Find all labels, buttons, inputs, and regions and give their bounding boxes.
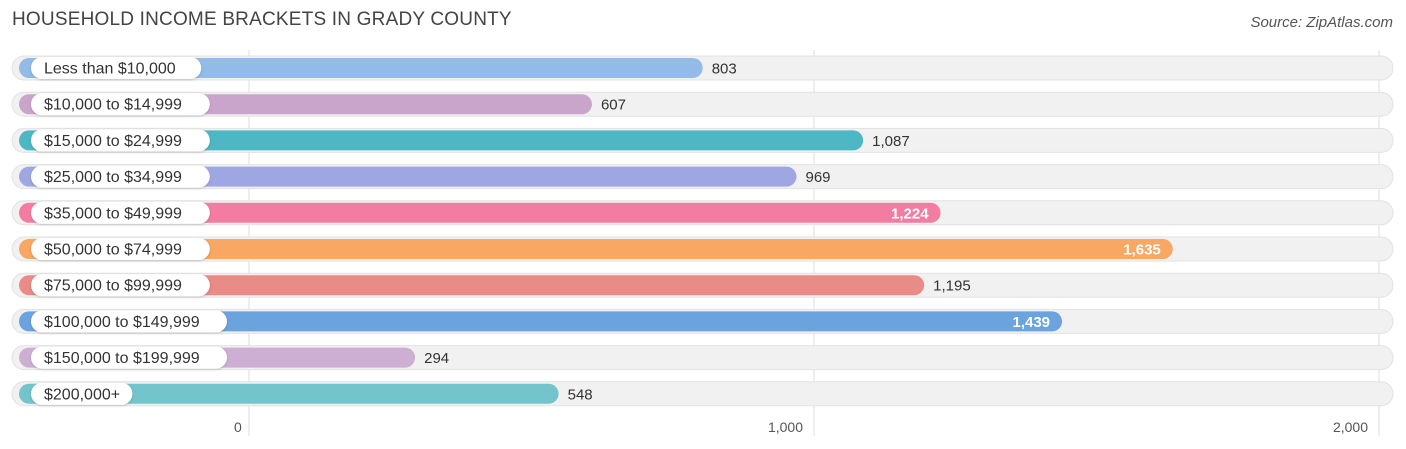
x-tick-label: 1,000 [768,419,803,435]
value-label: 548 [568,386,593,403]
category-pill [31,346,227,369]
category-pill [31,57,202,79]
bar-row: $35,000 to $49,999 1,224 [11,200,1394,226]
x-tick-label: 0 [234,419,242,435]
value-label: 1,439 [1012,314,1050,331]
category-label: $15,000 to $24,999 [44,133,182,150]
value-label: 1,635 [1123,242,1161,259]
value-label: 1,224 [891,205,929,222]
bar-row: Less than $10,000 803 [11,55,1394,81]
value-label: 294 [424,350,449,367]
category-label: $35,000 to $49,999 [44,205,182,222]
bar [19,311,1063,332]
bar [19,383,559,404]
value-label: 803 [712,61,737,78]
category-pill [31,382,133,405]
bar-row: $75,000 to $99,999 1,195 [11,272,1394,298]
bar-row: $150,000 to $199,999 294 [11,345,1394,371]
bar-row: $25,000 to $34,999 969 [11,164,1394,190]
value-label: 1,087 [872,133,910,150]
category-label: $10,000 to $14,999 [44,97,182,114]
bar [19,166,797,187]
category-label: $50,000 to $74,999 [44,242,182,259]
bar [19,239,1173,259]
bar [19,130,864,151]
bar-row: $200,000+ 548 [11,381,1394,407]
x-tick-label: 2,000 [1333,419,1368,435]
value-label: 1,195 [933,278,971,295]
category-pill [31,93,210,116]
bar-row: $15,000 to $24,999 1,087 [11,127,1394,153]
category-pill [31,274,210,297]
value-label: 607 [601,97,626,114]
bar-row: $50,000 to $74,999 1,635 [11,236,1394,262]
category-pill [31,238,210,260]
source-attribution: Source: ZipAtlas.com [1250,14,1393,31]
category-label: $75,000 to $99,999 [44,278,182,295]
category-pill [31,201,210,224]
category-label: $150,000 to $199,999 [44,350,200,367]
category-pill [31,165,210,188]
bar [19,275,925,296]
bar-row: $10,000 to $14,999 607 [11,91,1394,117]
category-pill [31,129,210,152]
value-label: 969 [805,169,830,186]
chart-title: HOUSEHOLD INCOME BRACKETS IN GRADY COUNT… [12,9,512,30]
category-label: $25,000 to $34,999 [44,169,182,186]
category-label: $100,000 to $149,999 [44,314,200,331]
bar-row: $100,000 to $149,999 1,439 [11,308,1394,334]
bar [19,202,941,223]
category-pill [31,310,227,333]
category-label: Less than $10,000 [44,61,176,78]
category-label: $200,000+ [44,386,120,403]
